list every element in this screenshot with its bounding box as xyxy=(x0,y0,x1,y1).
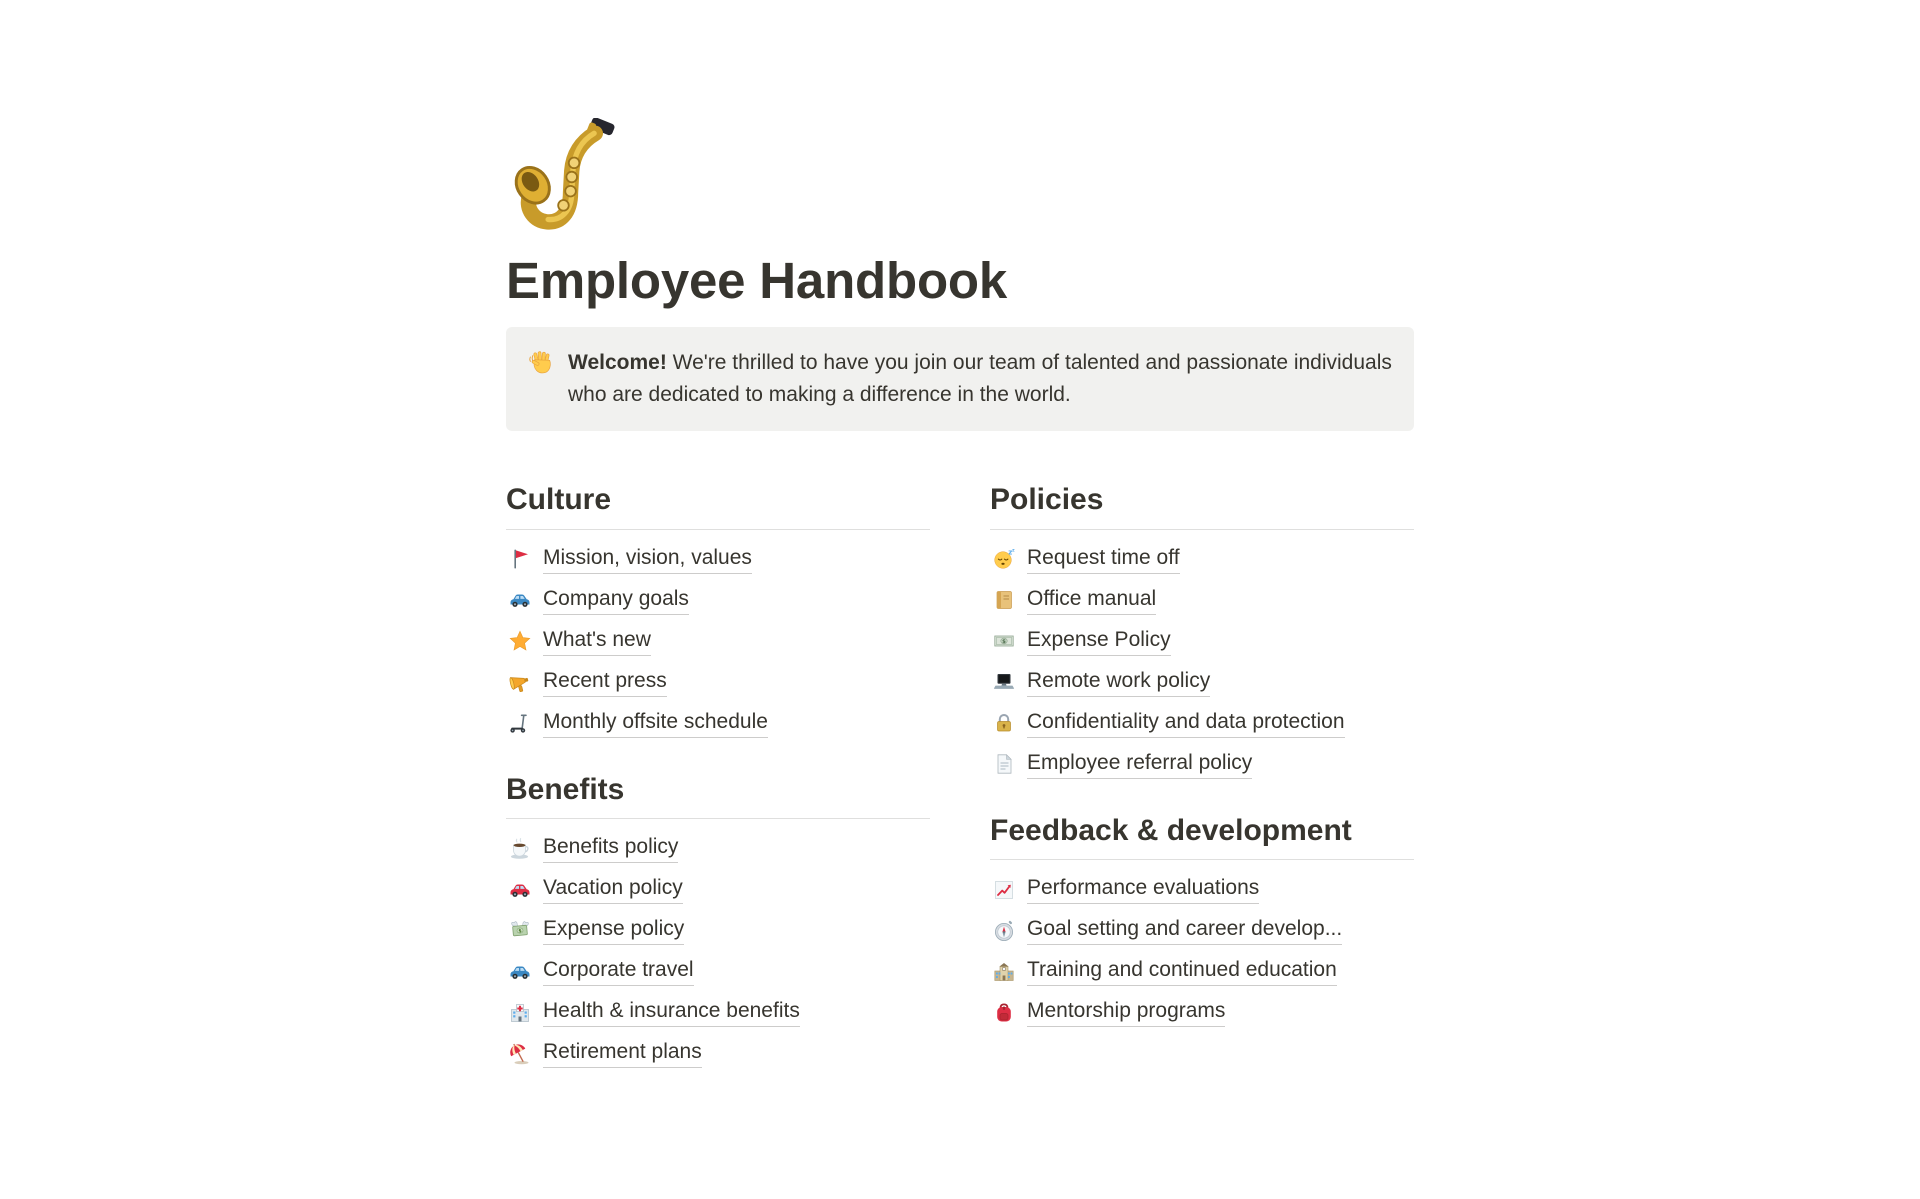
page-link-label: Employee referral policy xyxy=(1027,750,1253,779)
page-link-label: Company goals xyxy=(543,586,689,615)
page-link-label: Monthly offsite schedule xyxy=(543,709,768,738)
link-list: Mission, vision, values Company goals What… xyxy=(506,539,930,744)
blue-car-icon xyxy=(508,588,532,612)
coffee-icon xyxy=(508,837,532,861)
page-link-expense-policy[interactable]: $ Expense policy xyxy=(506,910,930,951)
school-icon xyxy=(992,960,1016,984)
page-link-label: Recent press xyxy=(543,668,667,697)
page-link-label: What's new xyxy=(543,627,651,656)
page-link-label: Confidentiality and data protection xyxy=(1027,709,1345,738)
column-1: Culture Mission, vision, values Company go… xyxy=(506,481,930,1074)
callout-lead: Welcome! xyxy=(568,351,667,375)
page-link-label: Request time off xyxy=(1027,545,1180,574)
kick-scooter-icon xyxy=(508,711,532,735)
notion-page: Employee Handbook Welcome! We're thrille… xyxy=(506,0,1414,1074)
triangular-flag-icon xyxy=(508,547,532,571)
column-2: Policies z z Request time off Office manual $… xyxy=(990,481,1414,1074)
section-feedback-development: Feedback & development Performance evalua… xyxy=(990,812,1414,1034)
section-heading-feedback-development: Feedback & development xyxy=(990,812,1414,861)
page-document-icon xyxy=(992,752,1016,776)
waving-hand-icon xyxy=(528,350,554,376)
page-link-label: Expense Policy xyxy=(1027,627,1171,656)
page-link-employee-referral-policy[interactable]: Employee referral policy xyxy=(990,744,1414,785)
link-list: z z Request time off Office manual $ Expense … xyxy=(990,539,1414,785)
page-link-recent-press[interactable]: Recent press xyxy=(506,662,930,703)
lock-icon xyxy=(992,711,1016,735)
columns: Culture Mission, vision, values Company go… xyxy=(506,481,1414,1074)
page-link-corporate-travel[interactable]: Corporate travel xyxy=(506,951,930,992)
page-link-label: Benefits policy xyxy=(543,834,679,864)
page-link-label: Health & insurance benefits xyxy=(543,998,800,1028)
page-link-mission-vision-values[interactable]: Mission, vision, values xyxy=(506,539,930,580)
beach-umbrella-icon xyxy=(508,1042,532,1066)
page-link-confidentiality-and-data-protection[interactable]: Confidentiality and data protection xyxy=(990,703,1414,744)
page-title: Employee Handbook xyxy=(506,252,1008,309)
svg-text:z: z xyxy=(1012,549,1015,554)
page-link-label: Performance evaluations xyxy=(1027,875,1260,905)
page-link-office-manual[interactable]: Office manual xyxy=(990,580,1414,621)
section-heading-benefits: Benefits xyxy=(506,771,930,820)
svg-text:$: $ xyxy=(1002,639,1006,645)
page-link-label: Retirement plans xyxy=(543,1039,702,1069)
callout-text: Welcome! We're thrilled to have you join… xyxy=(568,347,1392,411)
backpack-icon xyxy=(992,1001,1016,1025)
ledger-book-icon xyxy=(992,588,1016,612)
page-link-monthly-offsite-schedule[interactable]: Monthly offsite schedule xyxy=(506,703,930,744)
hospital-icon xyxy=(508,1001,532,1025)
section-policies: Policies z z Request time off Office manual $… xyxy=(990,481,1414,785)
page-link-mentorship-programs[interactable]: Mentorship programs xyxy=(990,992,1414,1033)
callout-body: We're thrilled to have you join our team… xyxy=(568,351,1392,407)
page-link-label: Mentorship programs xyxy=(1027,998,1226,1028)
star-icon xyxy=(508,629,532,653)
page-link-label: Goal setting and career develop... xyxy=(1027,916,1343,946)
page-link-training-and-continued-education[interactable]: Training and continued education xyxy=(990,951,1414,992)
laptop-icon xyxy=(992,670,1016,694)
chart-increasing-icon xyxy=(992,878,1016,902)
link-list: Benefits policy Vacation policy $ Expense p… xyxy=(506,828,930,1074)
money-with-wings-icon: $ xyxy=(508,919,532,943)
blue-car-icon xyxy=(508,960,532,984)
saxophone-icon[interactable] xyxy=(508,118,626,236)
page-link-health-insurance-benefits[interactable]: Health & insurance benefits xyxy=(506,992,930,1033)
welcome-callout: Welcome! We're thrilled to have you join… xyxy=(506,327,1414,432)
page-link-remote-work-policy[interactable]: Remote work policy xyxy=(990,662,1414,703)
svg-text:z: z xyxy=(1008,549,1012,557)
page-link-retirement-plans[interactable]: Retirement plans xyxy=(506,1033,930,1074)
section-culture: Culture Mission, vision, values Company go… xyxy=(506,481,930,744)
page-link-vacation-policy[interactable]: Vacation policy xyxy=(506,869,930,910)
dollar-banknote-icon: $ xyxy=(992,629,1016,653)
section-heading-culture: Culture xyxy=(506,481,930,530)
page-link-company-goals[interactable]: Company goals xyxy=(506,580,930,621)
page-link-goal-setting-and-career-develop[interactable]: Goal setting and career develop... xyxy=(990,910,1414,951)
section-benefits: Benefits Benefits policy Vacation policy $ E… xyxy=(506,771,930,1075)
page-link-label: Remote work policy xyxy=(1027,668,1211,697)
page-link-label: Vacation policy xyxy=(543,875,683,905)
section-heading-policies: Policies xyxy=(990,481,1414,530)
page-link-benefits-policy[interactable]: Benefits policy xyxy=(506,828,930,869)
page-link-label: Office manual xyxy=(1027,586,1157,615)
page-link-label: Mission, vision, values xyxy=(543,545,752,574)
page-link-performance-evaluations[interactable]: Performance evaluations xyxy=(990,869,1414,910)
page-link-label: Training and continued education xyxy=(1027,957,1337,987)
red-car-icon xyxy=(508,878,532,902)
page-link-request-time-off[interactable]: z z Request time off xyxy=(990,539,1414,580)
link-list: Performance evaluations Goal setting and … xyxy=(990,869,1414,1033)
page-link-what-s-new[interactable]: What's new xyxy=(506,621,930,662)
page-link-label: Expense policy xyxy=(543,916,685,946)
megaphone-icon xyxy=(508,670,532,694)
svg-text:$: $ xyxy=(518,928,523,934)
compass-icon xyxy=(992,919,1016,943)
page-link-label: Corporate travel xyxy=(543,957,694,987)
page-link-expense-policy[interactable]: $ Expense Policy xyxy=(990,621,1414,662)
